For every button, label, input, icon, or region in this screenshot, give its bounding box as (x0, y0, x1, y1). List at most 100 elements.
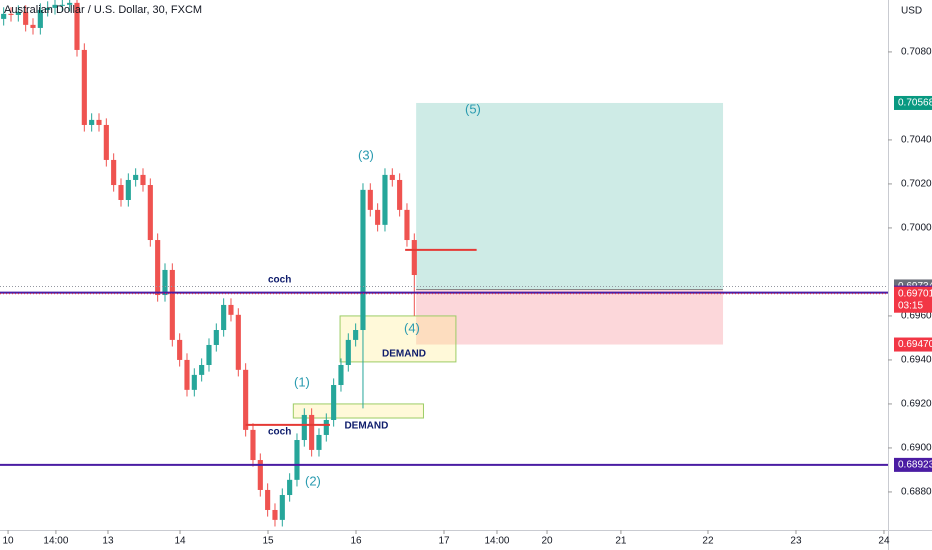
stop-loss-zone (416, 289, 724, 345)
candle-body (199, 364, 205, 375)
candle-body (382, 174, 388, 225)
candle-body (411, 240, 417, 276)
candle-body (323, 419, 329, 435)
take-profit-zone (416, 102, 724, 290)
candle-body (397, 179, 403, 210)
candle-body (59, 4, 65, 6)
candle-body (52, 4, 58, 8)
x-tick-label: 16 (350, 536, 362, 547)
x-tick-label: 17 (438, 536, 450, 547)
candle-body (367, 189, 373, 210)
zone-label: DEMAND (344, 421, 388, 432)
candle-body (23, 11, 29, 25)
price-badge (894, 337, 932, 352)
annotation: (5) (465, 101, 481, 116)
candle-body (147, 185, 153, 241)
candle-body (155, 240, 161, 296)
candle-body (89, 119, 95, 125)
x-tick-label: 13 (102, 536, 114, 547)
candle-body (103, 124, 109, 160)
candle-body (404, 209, 410, 241)
candle-body (140, 174, 146, 186)
candle-body (309, 414, 315, 450)
annotation: (3) (358, 147, 374, 162)
candle-body (191, 374, 197, 390)
candle-body (74, 2, 80, 50)
candle-body (1, 13, 7, 19)
candle-body (250, 429, 256, 461)
candle-body (272, 509, 278, 520)
price-badge-label: 0.70568 (898, 98, 932, 109)
candle-body (235, 314, 241, 370)
x-tick-label: 21 (615, 536, 627, 547)
y-tick-label: 0.68800 (901, 487, 932, 498)
candle-body (221, 304, 227, 331)
countdown-label: 03:15 (898, 300, 923, 311)
candle-body (265, 489, 271, 510)
x-tick-label: 24 (878, 536, 890, 547)
zone-label: DEMAND (382, 349, 426, 360)
candle-body (375, 209, 381, 225)
price-badge-label: 0.69470 (898, 339, 932, 350)
candle-body (279, 495, 285, 520)
candle-body (301, 414, 307, 441)
candle-body (45, 7, 51, 10)
candle-body (8, 13, 14, 15)
candle-body (169, 269, 175, 340)
candle-body (184, 359, 190, 390)
candle-body (15, 11, 21, 15)
x-tick-label: 22 (702, 536, 714, 547)
price-badge (894, 286, 932, 313)
x-tick-label: 14:00 (43, 536, 68, 547)
candle-body (353, 330, 359, 340)
candle-body (213, 330, 219, 345)
candle-body (81, 49, 87, 125)
annotation: (4) (404, 320, 420, 335)
candle-body (345, 339, 351, 365)
price-badge-label: 0.69701 (898, 288, 932, 299)
candle-body (316, 434, 322, 450)
chart-title: Australian Dollar / U.S. Dollar, 30, FXC… (4, 4, 202, 16)
candle-body (360, 189, 366, 331)
currency-label: USD (901, 6, 922, 17)
candle-body (294, 440, 300, 480)
candle-body (287, 479, 293, 496)
candle-body (243, 369, 249, 430)
price-badge (894, 95, 932, 110)
annotation: coch (268, 275, 291, 286)
candle-body (206, 344, 212, 365)
x-tick-label: 10 (3, 536, 15, 547)
candle-body (177, 339, 183, 360)
price-badge (894, 457, 932, 472)
candle-body (338, 364, 344, 386)
annotation: coch (268, 427, 291, 438)
price-badge-label: 0.68923 (898, 460, 932, 471)
candle-body (118, 185, 124, 200)
time-axis-bg (0, 530, 932, 550)
candle-body (389, 174, 395, 180)
candle-body (331, 385, 337, 420)
x-tick-label: 20 (541, 536, 553, 547)
x-tick-label: 14:00 (484, 536, 509, 547)
candle-body (162, 269, 168, 296)
annotation: (1) (294, 374, 310, 389)
candle-body (67, 2, 73, 5)
candle-body (37, 9, 43, 28)
candle-body (111, 159, 117, 186)
candle-body (133, 174, 139, 180)
candle-body (257, 460, 263, 490)
candle-body (30, 24, 36, 28)
candle-body (96, 119, 102, 125)
annotation: (2) (305, 473, 321, 488)
demand-zone (339, 315, 457, 363)
candle-body (125, 179, 131, 200)
